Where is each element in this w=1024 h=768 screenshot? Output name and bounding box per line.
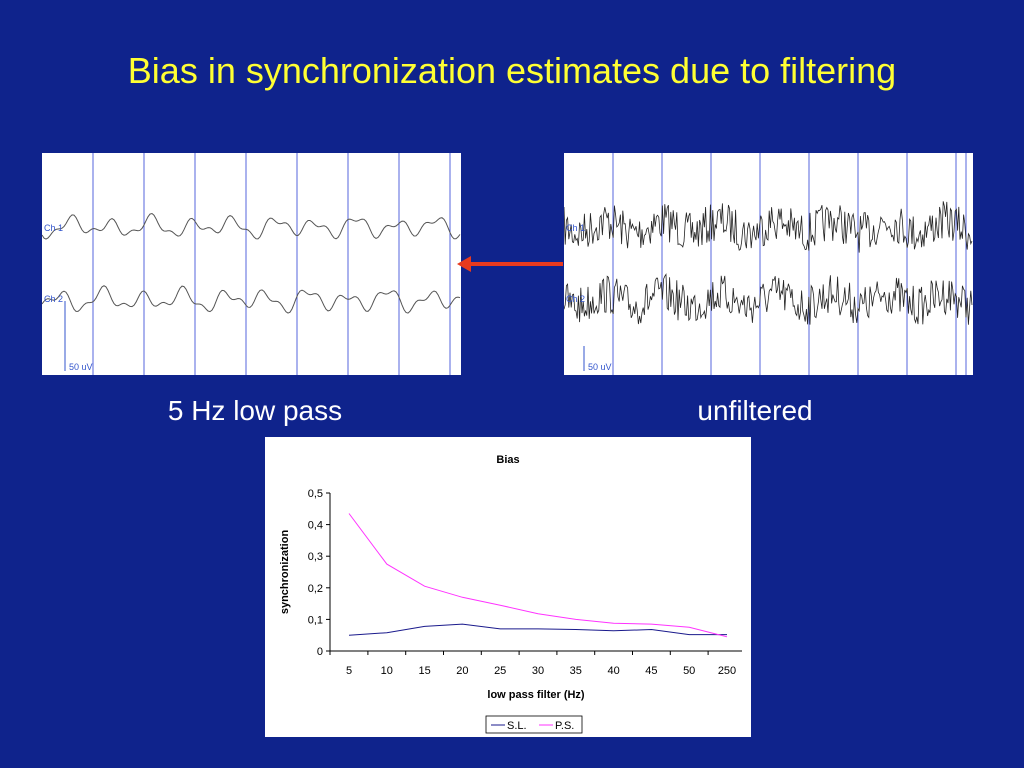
- caption-filtered: 5 Hz low pass: [167, 395, 343, 426]
- channel-label-1: Ch 1: [566, 223, 585, 233]
- y-axis-label: synchronization: [279, 530, 291, 615]
- x-tick-label: 35: [570, 665, 582, 677]
- eeg-plot-filtered: Ch 1 Ch 2 50 uV: [42, 153, 461, 375]
- legend-label: S.L.: [507, 720, 527, 732]
- y-tick-label: 0,2: [308, 583, 323, 595]
- scale-label: 50 uV: [588, 362, 612, 372]
- y-tick-label: 0,3: [308, 551, 323, 563]
- eeg-trace-channel-1: [564, 201, 973, 253]
- series-line-sl: [348, 623, 727, 636]
- channel-label-2: Ch 2: [566, 294, 585, 304]
- channel-label-1: Ch 1: [44, 223, 63, 233]
- y-tick-label: 0: [317, 646, 323, 658]
- y-tick-label: 0,5: [308, 488, 323, 500]
- x-tick-label: 250: [718, 665, 736, 677]
- bias-chart: Bias synchronization low pass filter (Hz…: [265, 437, 751, 737]
- eeg-trace-channel-2: [42, 285, 461, 314]
- x-tick-label: 20: [456, 665, 468, 677]
- x-tick-label: 10: [381, 665, 393, 677]
- bias-chart-svg: Bias synchronization low pass filter (Hz…: [279, 454, 742, 734]
- eeg-plot-unfiltered: Ch 1 Ch 2 50 uV: [564, 153, 973, 375]
- legend-label: P.S.: [555, 720, 574, 732]
- eeg-panel-unfiltered: Ch 1 Ch 2 50 uV: [564, 153, 973, 375]
- y-tick-label: 0,1: [308, 614, 323, 626]
- chart-legend: S.L. P.S.: [485, 715, 583, 734]
- channel-label-2: Ch 2: [44, 294, 63, 304]
- caption-unfiltered: unfiltered: [697, 395, 813, 426]
- x-axis-label: low pass filter (Hz): [487, 689, 585, 701]
- x-tick-label: 15: [418, 665, 430, 677]
- x-tick-label: 45: [645, 665, 657, 677]
- x-tick-label: 25: [494, 665, 506, 677]
- eeg-panel-filtered: Ch 1 Ch 2 50 uV: [42, 153, 461, 375]
- chart-title: Bias: [496, 454, 519, 466]
- y-tick-label: 0,4: [308, 520, 323, 532]
- x-tick-label: 40: [607, 665, 619, 677]
- eeg-trace-channel-2: [564, 273, 973, 325]
- x-tick-label: 5: [346, 665, 352, 677]
- left-arrow-icon: [457, 256, 563, 272]
- x-tick-label: 50: [683, 665, 695, 677]
- series-line-ps: [348, 513, 728, 638]
- slide-title: Bias in synchronization estimates due to…: [127, 50, 897, 91]
- x-tick-label: 30: [532, 665, 544, 677]
- scale-label: 50 uV: [69, 362, 93, 372]
- eeg-trace-channel-1: [42, 212, 461, 240]
